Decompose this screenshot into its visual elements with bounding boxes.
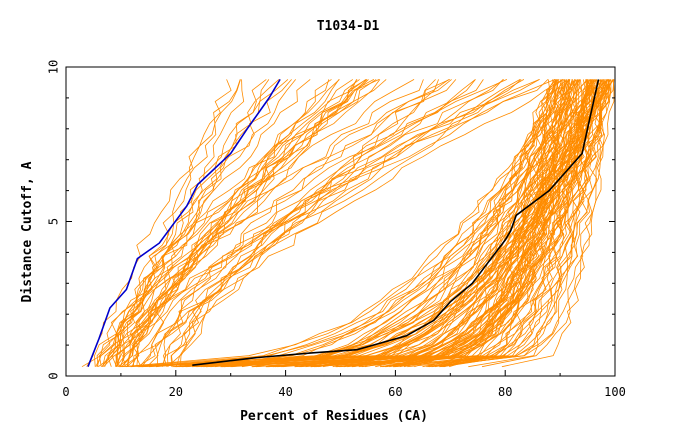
model-curve xyxy=(167,79,484,367)
model-curve xyxy=(136,79,381,367)
model-curve xyxy=(196,79,558,368)
x-tick-label: 0 xyxy=(62,385,69,399)
model-curve xyxy=(140,79,571,368)
x-tick-label: 80 xyxy=(498,385,512,399)
x-axis-label: Percent of Residues (CA) xyxy=(240,409,428,424)
model-curve xyxy=(394,79,564,368)
model-curve xyxy=(116,79,380,367)
x-axis-ticks: 0 20 40 60 80 100 xyxy=(62,370,626,399)
model-curve xyxy=(122,79,377,367)
model-curve xyxy=(139,79,457,367)
model-curve xyxy=(224,79,568,368)
x-tick-label: 100 xyxy=(604,385,626,399)
model-curve xyxy=(133,79,505,367)
model-curve xyxy=(126,79,424,367)
model-curve xyxy=(394,79,598,368)
model-curve xyxy=(115,79,245,367)
model-curve xyxy=(175,79,573,368)
curves-group xyxy=(81,78,615,368)
x-tick-label: 20 xyxy=(169,385,183,399)
model-curve xyxy=(182,79,557,368)
model-curve xyxy=(104,79,367,367)
model-curve xyxy=(95,79,368,367)
model-curve xyxy=(501,79,605,368)
y-tick-label: 10 xyxy=(47,60,61,74)
model-curve xyxy=(179,79,564,367)
model-curve xyxy=(336,79,611,368)
chart-title: T1034-D1 xyxy=(317,19,380,34)
model-curve xyxy=(96,79,476,367)
model-curve xyxy=(121,79,521,367)
y-axis-ticks: 0 5 10 xyxy=(47,60,615,380)
model-curve xyxy=(175,79,436,367)
x-tick-label: 60 xyxy=(388,385,402,399)
model-curve xyxy=(86,79,241,367)
model-curve xyxy=(214,79,588,368)
model-curve xyxy=(220,79,592,368)
model-curve xyxy=(468,79,609,368)
model-curve xyxy=(98,79,354,367)
y-tick-label: 0 xyxy=(47,372,61,379)
model-curve xyxy=(207,79,573,368)
x-tick-label: 40 xyxy=(278,385,292,399)
y-axis-label: Distance Cutoff, A xyxy=(20,161,35,302)
model-curve xyxy=(281,79,559,368)
model-curve xyxy=(205,79,599,368)
model-curve xyxy=(102,79,508,367)
model-curve xyxy=(137,79,476,368)
model-curve xyxy=(162,79,549,367)
model-curve xyxy=(382,79,594,368)
model-curve xyxy=(305,79,607,368)
model-curve xyxy=(162,79,439,367)
model-curve xyxy=(335,79,571,368)
model-curve xyxy=(115,79,280,367)
model-curve xyxy=(481,79,615,368)
model-curve xyxy=(442,79,610,368)
y-tick-label: 5 xyxy=(47,218,61,225)
model-curve xyxy=(339,79,588,368)
highlight-series-2 xyxy=(192,79,600,366)
model-curve xyxy=(426,79,588,368)
model-curve xyxy=(407,79,593,368)
highlight-series-1 xyxy=(87,78,281,367)
model-curve xyxy=(141,79,387,367)
model-curve xyxy=(135,79,452,367)
model-curve xyxy=(111,79,375,367)
model-curve xyxy=(195,79,556,368)
model-curve xyxy=(131,79,504,367)
model-curve xyxy=(344,79,581,368)
model-curve xyxy=(315,79,593,368)
model-curve xyxy=(203,79,559,368)
model-curve xyxy=(347,79,563,368)
model-curve xyxy=(255,79,577,368)
model-curve xyxy=(220,79,556,368)
model-curve xyxy=(393,79,579,368)
model-curve xyxy=(123,79,556,368)
model-curve xyxy=(156,79,450,367)
model-curve xyxy=(385,79,597,368)
model-curve xyxy=(241,79,564,368)
model-curve xyxy=(310,79,595,368)
